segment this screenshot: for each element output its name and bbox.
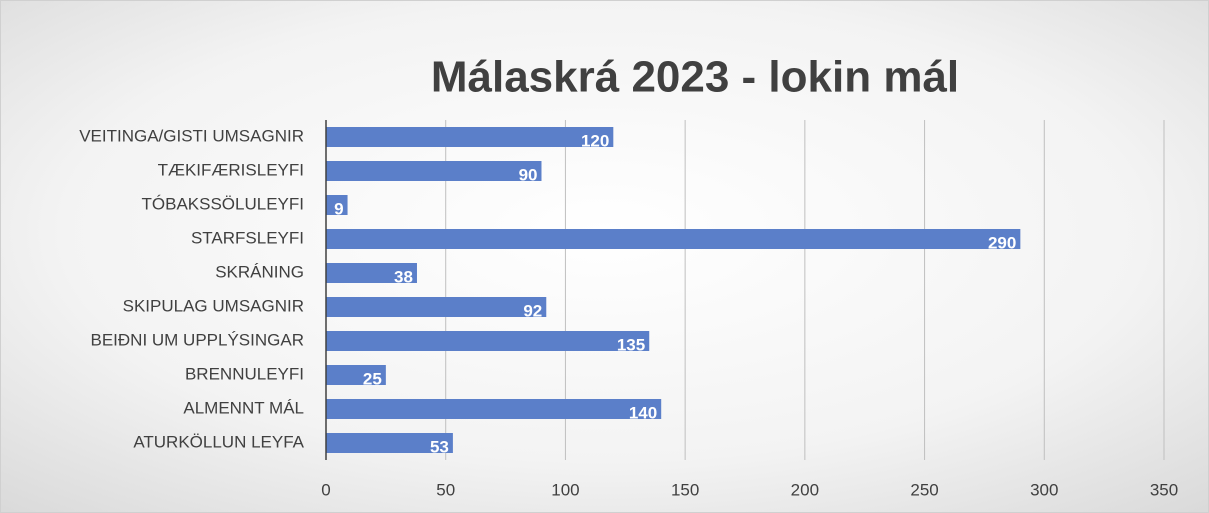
x-tick-label: 150	[671, 480, 699, 499]
data-label: 140	[629, 403, 657, 422]
x-tick-label: 0	[321, 480, 330, 499]
y-tick-label: SKRÁNING	[215, 262, 304, 281]
x-tick-label: 250	[910, 480, 938, 499]
data-label: 25	[363, 369, 382, 388]
x-tick-label: 100	[551, 480, 579, 499]
data-label: 135	[617, 335, 645, 354]
data-label: 92	[523, 301, 542, 320]
bar	[326, 263, 417, 283]
bar	[326, 127, 614, 147]
data-label: 9	[334, 199, 343, 218]
x-tick-label: 300	[1030, 480, 1058, 499]
bar	[326, 331, 650, 351]
bar	[326, 399, 662, 419]
x-tick-label: 200	[791, 480, 819, 499]
y-tick-label: TÆKIFÆRISLEYFI	[158, 160, 304, 179]
y-tick-label: STARFSLEYFI	[191, 228, 304, 247]
y-tick-label: VEITINGA/GISTI UMSAGNIR	[79, 126, 304, 145]
data-label: 290	[988, 233, 1016, 252]
data-label: 53	[430, 437, 449, 456]
bar	[326, 433, 453, 453]
x-tick-label: 350	[1150, 480, 1178, 499]
bar	[326, 229, 1021, 249]
y-tick-label: ATURKÖLLUN LEYFA	[133, 432, 304, 451]
chart-title: Málaskrá 2023 - lokin mál	[431, 53, 959, 102]
data-label: 120	[581, 131, 609, 150]
data-label: 90	[519, 165, 538, 184]
bar	[326, 195, 348, 215]
data-label: 38	[394, 267, 413, 286]
bar	[326, 365, 386, 385]
x-tick-label: 50	[436, 480, 455, 499]
y-tick-label: BEIÐNI UM UPPLÝSINGAR	[91, 330, 305, 349]
bar	[326, 297, 547, 317]
bar	[326, 161, 542, 181]
y-tick-label: SKIPULAG UMSAGNIR	[123, 296, 304, 315]
y-tick-label: TÓBAKSSÖLULEYFI	[142, 194, 305, 213]
y-tick-label: BRENNULEYFI	[185, 364, 304, 383]
y-tick-label: ALMENNT MÁL	[183, 398, 304, 417]
